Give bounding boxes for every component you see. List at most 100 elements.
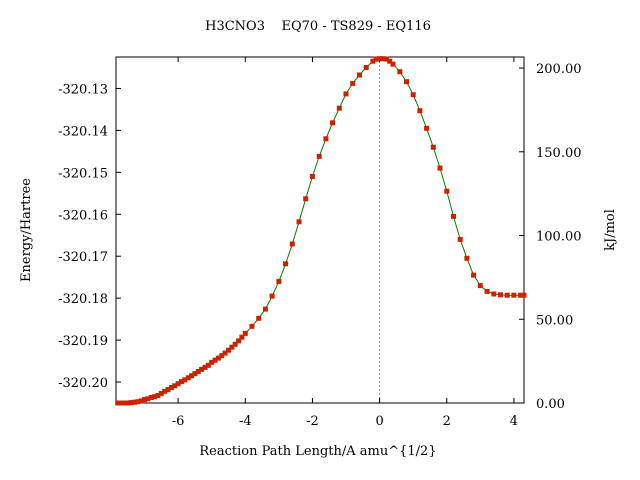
energy-point: [212, 357, 218, 363]
energy-point: [115, 400, 121, 406]
energy-point: [179, 379, 184, 385]
energy-point: [377, 56, 383, 62]
energy-point: [232, 341, 238, 347]
energy-point: [464, 255, 470, 261]
energy-point: [424, 125, 430, 131]
energy-point: [504, 292, 510, 298]
left-y-tick-label: -320.19: [58, 334, 108, 349]
x-axis-label: Reaction Path Length/A amu^{1/2}: [199, 444, 436, 459]
energy-point: [289, 241, 295, 247]
left-y-tick-label: -320.17: [58, 250, 108, 265]
energy-point: [125, 400, 131, 406]
energy-point: [229, 344, 235, 350]
energy-point: [132, 399, 137, 405]
energy-point: [430, 144, 436, 150]
chart-title: H3CNO3 EQ70 - TS829 - EQ116: [205, 19, 431, 34]
plot-frame: [115, 56, 525, 404]
energy-point: [236, 338, 242, 344]
left-y-tick-label: -320.14: [58, 124, 108, 139]
energy-point: [118, 400, 124, 406]
energy-point: [135, 399, 141, 405]
x-tick-label: 4: [510, 414, 518, 429]
energy-point: [192, 371, 198, 377]
energy-point: [162, 388, 168, 394]
energy-point: [199, 366, 205, 372]
right-y-tick-label: 50.00: [536, 313, 573, 328]
energy-point: [383, 56, 389, 62]
energy-curve-points: [115, 56, 527, 406]
energy-point: [239, 334, 245, 340]
energy-point: [484, 288, 490, 294]
energy-point: [138, 398, 144, 404]
energy-point: [148, 395, 154, 400]
energy-point: [145, 396, 151, 402]
energy-point: [410, 92, 416, 98]
x-tick-label: 2: [443, 414, 451, 429]
energy-point: [397, 69, 403, 75]
energy-curve-line: [117, 58, 524, 404]
energy-point: [451, 213, 456, 219]
energy-point: [330, 120, 336, 126]
energy-point: [471, 272, 477, 278]
left-y-axis-ticks: -320.13 -320.14 -320.15 -320.16 -320.17 -320.…: [58, 82, 121, 391]
x-tick-label: 0: [375, 414, 383, 429]
energy-point: [262, 306, 268, 312]
energy-point: [202, 364, 208, 370]
energy-point: [518, 292, 524, 298]
energy-point: [121, 400, 127, 406]
energy-point: [175, 381, 181, 387]
energy-point: [373, 56, 379, 62]
energy-point: [511, 292, 517, 298]
right-y-tick-label: 100.00: [536, 230, 582, 245]
energy-point: [477, 283, 483, 289]
energy-point: [195, 369, 201, 374]
energy-point: [222, 350, 228, 356]
energy-point: [168, 385, 174, 390]
energy-point: [309, 174, 315, 179]
energy-point: [387, 58, 393, 64]
energy-point: [437, 165, 443, 171]
x-tick-label: -2: [306, 414, 319, 429]
energy-point: [152, 394, 158, 400]
energy-point: [404, 79, 409, 85]
energy-point: [343, 91, 349, 97]
energy-point: [390, 61, 396, 67]
energy-point: [165, 387, 171, 393]
energy-point: [189, 373, 195, 379]
energy-point: [249, 323, 255, 329]
energy-point: [336, 105, 342, 111]
left-y-tick-label: -320.20: [58, 376, 108, 391]
energy-point: [226, 347, 231, 353]
energy-point: [283, 261, 289, 267]
energy-point: [296, 219, 302, 225]
right-y-tick-label: 200.00: [536, 62, 582, 77]
energy-point: [350, 80, 356, 86]
right-y-axis-ticks: 0.00 50.00 100.00 150.00 200.00: [519, 62, 582, 412]
energy-point: [182, 377, 188, 383]
energy-point: [205, 362, 211, 368]
left-y-tick-label: -320.15: [58, 166, 108, 181]
energy-point: [417, 108, 423, 114]
energy-point: [142, 397, 147, 403]
energy-point: [521, 292, 527, 298]
left-y-tick-label: -320.16: [58, 208, 108, 223]
x-axis-ticks: -6 -4 -2 0 2 4: [172, 57, 518, 429]
left-y-axis-label: Energy/Hartree: [19, 178, 34, 282]
energy-point: [380, 56, 386, 62]
energy-point: [158, 390, 164, 396]
energy-point: [498, 292, 503, 298]
energy-point: [215, 355, 221, 361]
right-y-tick-label: 150.00: [536, 146, 582, 161]
energy-point: [256, 315, 262, 321]
energy-point: [219, 353, 225, 359]
energy-point: [303, 196, 309, 202]
energy-point: [457, 236, 463, 242]
energy-point: [172, 383, 178, 389]
energy-point: [155, 393, 161, 398]
right-y-axis-label: kJ/mol: [603, 209, 618, 251]
energy-point: [491, 291, 497, 297]
left-y-tick-label: -320.18: [58, 292, 108, 307]
energy-point: [269, 293, 275, 299]
energy-point: [323, 136, 329, 142]
